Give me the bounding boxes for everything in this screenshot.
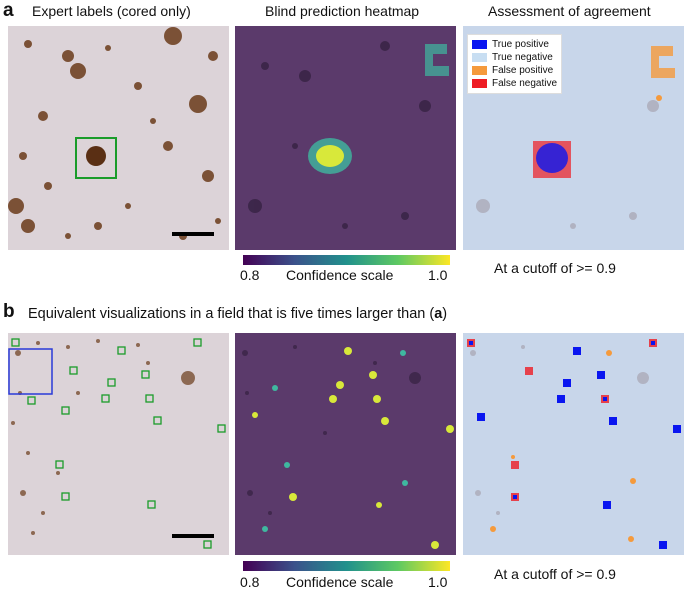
legend-label: False positive (492, 65, 554, 76)
subtitle-b-ref: a (434, 306, 443, 322)
colorbar-b-max: 1.0 (428, 574, 448, 590)
panel-letter-b: b (3, 301, 15, 322)
assessment-image: True positive True negative False positi… (463, 26, 684, 250)
legend-item-false-positive: False positive (472, 64, 557, 77)
subtitle-b-suffix: ) (442, 306, 448, 322)
panel-letter-a: a (3, 0, 14, 21)
legend-swatch (472, 53, 487, 62)
colorbar-a (243, 255, 450, 265)
colorbar-b (243, 561, 450, 571)
legend-item-true-positive: True positive (472, 38, 557, 51)
cutoff-a: At a cutoff of >= 0.9 (494, 260, 616, 276)
expert-labels-large-image (8, 333, 229, 555)
colorbar-a-label: Confidence scale (286, 267, 394, 283)
legend-label: True positive (492, 39, 549, 50)
title-blind-heatmap: Blind prediction heatmap (265, 3, 420, 19)
expert-labels-image (8, 26, 229, 250)
colorbar-a-min: 0.8 (240, 267, 260, 283)
cutoff-b: At a cutoff of >= 0.9 (494, 566, 616, 582)
subtitle-b: Equivalent visualizations in a field tha… (28, 306, 447, 322)
heatmap-image (235, 26, 456, 250)
subtitle-b-prefix: Equivalent visualizations in a field tha… (28, 306, 435, 322)
heatmap-large-image (235, 333, 456, 555)
assessment-large-image (463, 333, 684, 555)
legend-label: False negative (492, 78, 558, 89)
legend-swatch (472, 40, 487, 49)
colorbar-b-min: 0.8 (240, 574, 260, 590)
legend-swatch (472, 66, 487, 75)
colorbar-b-label: Confidence scale (286, 574, 394, 590)
legend-swatch (472, 79, 487, 88)
legend-item-false-negative: False negative (472, 77, 557, 90)
agreement-legend: True positive True negative False positi… (467, 34, 563, 94)
title-assessment: Assessment of agreement (488, 3, 651, 19)
title-expert-labels: Expert labels (cored only) (32, 3, 191, 19)
colorbar-a-max: 1.0 (428, 267, 448, 283)
legend-label: True negative (492, 52, 553, 63)
legend-item-true-negative: True negative (472, 51, 557, 64)
